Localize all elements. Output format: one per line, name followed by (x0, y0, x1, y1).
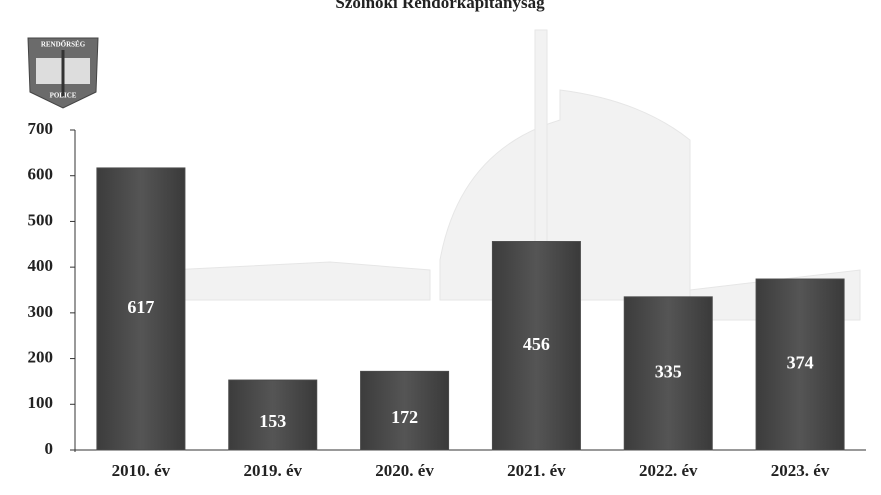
bar (360, 370, 450, 451)
y-tick-label: 300 (28, 302, 54, 321)
chart-title: Szolnoki Rendőrkapitányság (335, 0, 545, 12)
bar (623, 296, 713, 451)
data-label: 172 (391, 407, 418, 427)
y-tick-label: 500 (28, 210, 54, 229)
y-tick-label: 400 (28, 256, 54, 275)
x-tick-label: 2023. év (771, 461, 830, 480)
data-label: 617 (127, 297, 154, 317)
y-tick-label: 200 (28, 347, 54, 366)
bar (755, 278, 845, 451)
logo: RENDŐRSÉG POLICE (27, 37, 99, 109)
x-tick-label: 2020. év (375, 461, 434, 480)
y-tick-label: 600 (28, 165, 54, 184)
y-tick-label: 0 (45, 439, 54, 458)
y-tick-label: 100 (28, 393, 54, 412)
data-label: 456 (523, 334, 550, 354)
data-label: 153 (259, 411, 286, 431)
logo-text: RENDŐRSÉG (41, 41, 86, 49)
bar (228, 379, 318, 451)
logo-text: POLICE (50, 92, 77, 100)
data-label: 335 (655, 362, 682, 382)
y-tick-label: 700 (28, 119, 54, 138)
x-tick-label: 2021. év (507, 461, 566, 480)
bar (491, 241, 581, 451)
data-label: 374 (787, 353, 814, 373)
x-tick-label: 2022. év (639, 461, 698, 480)
bar (96, 167, 186, 451)
x-tick-label: 2010. év (112, 461, 171, 480)
x-tick-label: 2019. év (243, 461, 302, 480)
